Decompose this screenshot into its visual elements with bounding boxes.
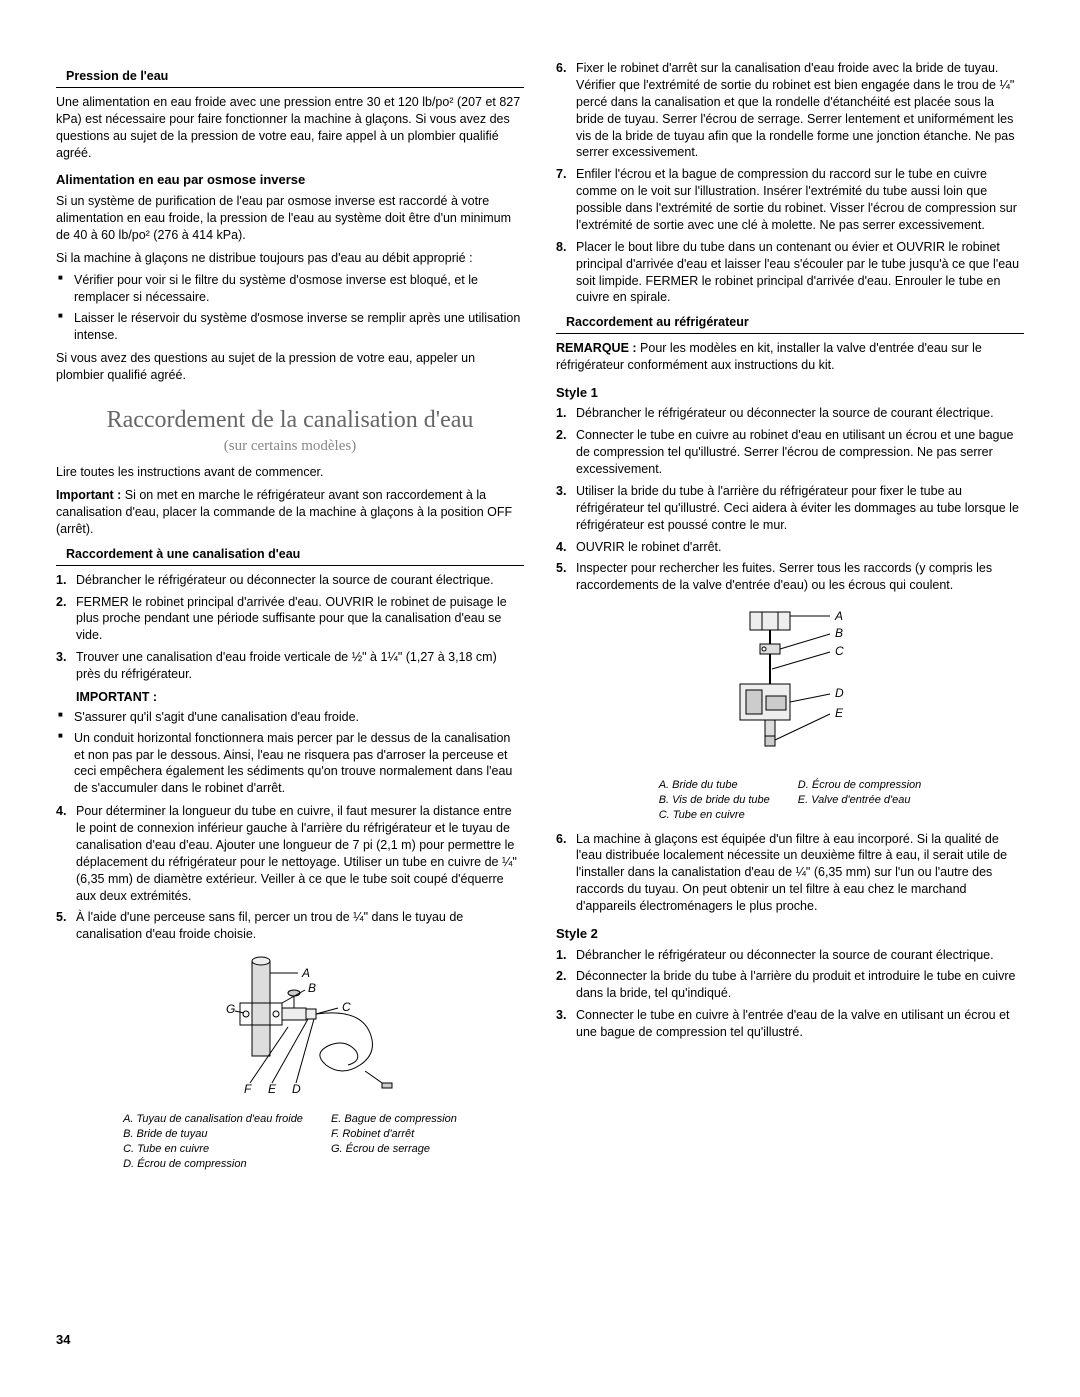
list-item: 4.OUVRIR le robinet d'arrêt. — [576, 539, 1024, 556]
svg-text:E: E — [268, 1082, 277, 1096]
heading-raccord-canal: Raccordement à une canalisation d'eau — [56, 546, 524, 566]
list-item: 2.FERMER le robinet principal d'arrivée … — [76, 594, 524, 645]
left-column: Pression de l'eau Une alimentation en ea… — [56, 60, 524, 1179]
ordered-list: 1.Débrancher le réfrigérateur ou déconne… — [56, 572, 524, 683]
bullet-list: Vérifier pour voir si le filtre du systè… — [56, 272, 524, 344]
ordered-list: 6.La machine à glaçons est équipée d'un … — [556, 831, 1024, 915]
list-item: S'assurer qu'il s'agit d'une canalisatio… — [74, 709, 524, 726]
para: Une alimentation en eau froide avec une … — [56, 94, 524, 162]
svg-text:D: D — [292, 1082, 301, 1096]
list-item: 8.Placer le bout libre du tube dans un c… — [576, 239, 1024, 307]
figure-1: A B C G F E D — [56, 953, 524, 1108]
list-item: 1.Débrancher le réfrigérateur ou déconne… — [76, 572, 524, 589]
page-number: 34 — [56, 1331, 70, 1349]
para: Si un système de purification de l'eau p… — [56, 193, 524, 244]
list-item: 3.Trouver une canalisation d'eau froide … — [76, 649, 524, 683]
heading-raccord-refrig: Raccordement au réfrigérateur — [556, 314, 1024, 334]
list-item: 2.Déconnecter la bride du tube à l'arriè… — [576, 968, 1024, 1002]
ordered-list: 6.Fixer le robinet d'arrêt sur la canali… — [556, 60, 1024, 306]
important-label: IMPORTANT : — [56, 689, 524, 706]
subtitle: (sur certains modèles) — [56, 436, 524, 456]
figure-1-legend: A. Tuyau de canalisation d'eau froide B.… — [56, 1112, 524, 1171]
ordered-list: 4.Pour déterminer la longueur du tube en… — [56, 803, 524, 943]
para: Lire toutes les instructions avant de co… — [56, 464, 524, 481]
main-title: Raccordement de la canalisation d'eau — [56, 404, 524, 436]
list-item: 4.Pour déterminer la longueur du tube en… — [76, 803, 524, 904]
svg-text:F: F — [244, 1082, 252, 1096]
list-item: 6.La machine à glaçons est équipée d'un … — [576, 831, 1024, 915]
list-item: 5.À l'aide d'une perceuse sans fil, perc… — [76, 909, 524, 943]
bullet-list: S'assurer qu'il s'agit d'une canalisatio… — [56, 709, 524, 797]
style2-heading: Style 2 — [556, 925, 1024, 943]
style1-heading: Style 1 — [556, 384, 1024, 402]
heading-osmose: Alimentation en eau par osmose inverse — [56, 171, 524, 189]
svg-text:E: E — [835, 706, 844, 720]
para: Si la machine à glaçons ne distribue tou… — [56, 250, 524, 267]
ordered-list: 1.Débrancher le réfrigérateur ou déconne… — [556, 947, 1024, 1041]
list-item: Laisser le réservoir du système d'osmose… — [74, 310, 524, 344]
list-item: Un conduit horizontal fonctionnera mais … — [74, 730, 524, 798]
list-item: 6.Fixer le robinet d'arrêt sur la canali… — [576, 60, 1024, 161]
svg-text:C: C — [835, 644, 844, 658]
right-column: 6.Fixer le robinet d'arrêt sur la canali… — [556, 60, 1024, 1179]
list-item: Vérifier pour voir si le filtre du systè… — [74, 272, 524, 306]
para: Si vous avez des questions au sujet de l… — [56, 350, 524, 384]
svg-text:B: B — [835, 626, 843, 640]
figure-2: A B C D E — [556, 604, 1024, 774]
figure-2-legend: A. Bride du tube B. Vis de bride du tube… — [556, 778, 1024, 823]
svg-text:G: G — [226, 1002, 235, 1016]
list-item: 2.Connecter le tube en cuivre au robinet… — [576, 427, 1024, 478]
list-item: 3.Connecter le tube en cuivre à l'entrée… — [576, 1007, 1024, 1041]
list-item: 7.Enfiler l'écrou et la bague de compres… — [576, 166, 1024, 234]
svg-text:D: D — [835, 686, 844, 700]
svg-text:A: A — [834, 609, 843, 623]
list-item: 3.Utiliser la bride du tube à l'arrière … — [576, 483, 1024, 534]
ordered-list: 1.Débrancher le réfrigérateur ou déconne… — [556, 405, 1024, 594]
svg-text:B: B — [308, 981, 316, 995]
para: Important : Si on met en marche le réfri… — [56, 487, 524, 538]
list-item: 5.Inspecter pour rechercher les fuites. … — [576, 560, 1024, 594]
remarque: REMARQUE : Pour les modèles en kit, inst… — [556, 340, 1024, 374]
svg-text:C: C — [342, 1000, 351, 1014]
heading-pression: Pression de l'eau — [56, 68, 524, 88]
list-item: 1.Débrancher le réfrigérateur ou déconne… — [576, 405, 1024, 422]
svg-text:A: A — [301, 966, 310, 980]
list-item: 1.Débrancher le réfrigérateur ou déconne… — [576, 947, 1024, 964]
